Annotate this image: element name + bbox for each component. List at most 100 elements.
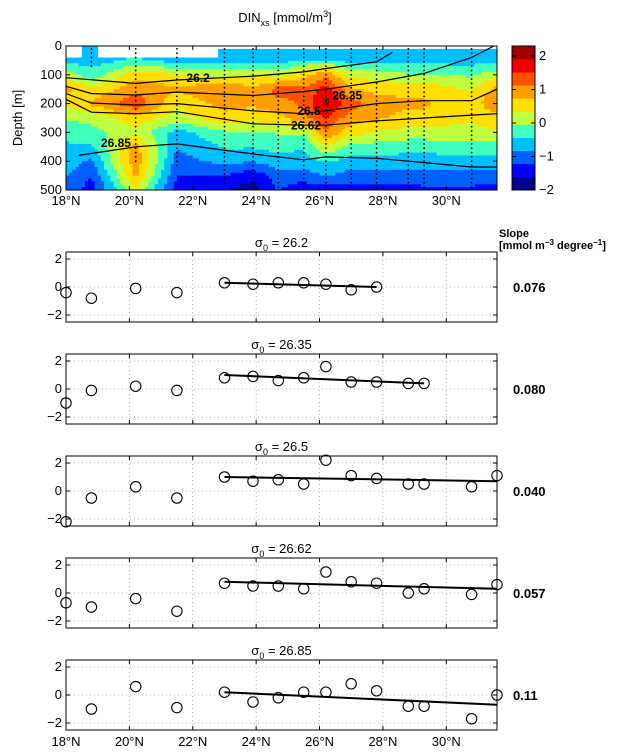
field-cell bbox=[319, 97, 324, 102]
field-cell bbox=[303, 175, 308, 179]
field-cell bbox=[363, 152, 368, 156]
field-cell bbox=[306, 103, 311, 107]
field-cell bbox=[341, 77, 346, 81]
field-cell bbox=[370, 94, 374, 99]
field-cell bbox=[170, 178, 175, 182]
field-cell bbox=[88, 175, 92, 179]
field-cell bbox=[189, 181, 194, 185]
field-cell bbox=[316, 135, 320, 139]
field-cell bbox=[363, 86, 368, 90]
field-cell bbox=[281, 74, 286, 79]
field-cell bbox=[202, 143, 206, 148]
field-cell bbox=[329, 172, 333, 176]
field-cell bbox=[154, 112, 159, 116]
field-cell bbox=[303, 149, 308, 153]
field-cell bbox=[259, 103, 263, 107]
field-cell bbox=[297, 83, 301, 87]
field-cell bbox=[379, 129, 384, 133]
field-cell bbox=[329, 63, 333, 67]
field-cell bbox=[325, 175, 330, 179]
field-cell bbox=[294, 83, 298, 87]
field-cell bbox=[218, 89, 222, 93]
field-cell bbox=[294, 175, 298, 179]
field-cell bbox=[110, 109, 114, 113]
field-cell bbox=[192, 74, 197, 79]
field-cell bbox=[338, 120, 343, 125]
field-cell bbox=[240, 69, 244, 73]
field-cell bbox=[224, 83, 229, 87]
field-cell bbox=[237, 97, 241, 102]
field-cell bbox=[329, 184, 333, 188]
field-cell bbox=[284, 184, 289, 188]
field-cell bbox=[284, 86, 289, 90]
field-cell bbox=[75, 97, 80, 102]
field-cell bbox=[192, 126, 197, 130]
field-cell bbox=[189, 74, 194, 79]
field-cell bbox=[338, 143, 343, 148]
field-cell bbox=[176, 120, 181, 125]
field-cell bbox=[132, 161, 137, 165]
field-cell bbox=[351, 77, 355, 81]
field-cell bbox=[395, 164, 400, 168]
field-cell bbox=[367, 155, 371, 159]
field-cell bbox=[351, 115, 355, 119]
field-cell bbox=[287, 178, 292, 182]
field-cell bbox=[85, 178, 89, 182]
field-cell bbox=[135, 69, 140, 73]
field-cell bbox=[211, 103, 216, 107]
field-cell bbox=[344, 123, 349, 128]
field-cell bbox=[256, 120, 260, 125]
field-cell bbox=[370, 71, 374, 76]
field-cell bbox=[287, 152, 292, 156]
field-cell bbox=[354, 60, 358, 64]
field-cell bbox=[405, 152, 409, 156]
field-cell bbox=[75, 129, 80, 133]
field-cell bbox=[151, 175, 156, 179]
field-cell bbox=[107, 152, 111, 156]
field-cell bbox=[208, 89, 213, 93]
field-cell bbox=[148, 77, 152, 81]
field-cell bbox=[354, 92, 358, 96]
field-cell bbox=[379, 92, 384, 96]
field-cell bbox=[392, 106, 396, 110]
field-cell bbox=[129, 71, 133, 76]
field-cell bbox=[113, 169, 118, 174]
field-cell bbox=[221, 80, 225, 84]
field-cell bbox=[332, 89, 336, 93]
field-cell bbox=[243, 149, 248, 153]
field-cell bbox=[145, 106, 149, 110]
field-cell bbox=[310, 143, 314, 148]
field-cell bbox=[218, 103, 222, 107]
field-cell bbox=[138, 69, 143, 73]
field-cell bbox=[300, 175, 305, 179]
field-cell bbox=[138, 83, 143, 87]
field-cell bbox=[107, 181, 111, 185]
field-cell bbox=[303, 74, 308, 79]
field-cell bbox=[246, 164, 251, 168]
field-cell bbox=[180, 71, 184, 76]
field-cell bbox=[199, 172, 203, 176]
field-cell bbox=[192, 92, 197, 96]
field-cell bbox=[233, 63, 238, 67]
field-cell bbox=[379, 149, 384, 153]
field-cell bbox=[252, 120, 257, 125]
field-cell bbox=[344, 149, 349, 153]
field-cell bbox=[325, 129, 330, 133]
field-cell bbox=[85, 97, 89, 102]
field-cell bbox=[170, 164, 175, 168]
field-cell bbox=[379, 120, 384, 125]
field-cell bbox=[132, 138, 137, 142]
field-cell bbox=[78, 80, 83, 84]
field-cell bbox=[281, 166, 286, 171]
field-cell bbox=[291, 83, 295, 87]
field-cell bbox=[81, 100, 86, 104]
field-cell bbox=[180, 175, 184, 179]
field-cell bbox=[291, 143, 295, 148]
field-cell bbox=[113, 175, 118, 179]
field-cell bbox=[316, 129, 320, 133]
field-cell bbox=[202, 152, 206, 156]
field-cell bbox=[338, 166, 343, 171]
field-cell bbox=[104, 100, 108, 104]
field-cell bbox=[129, 146, 133, 151]
field-cell bbox=[246, 141, 251, 145]
